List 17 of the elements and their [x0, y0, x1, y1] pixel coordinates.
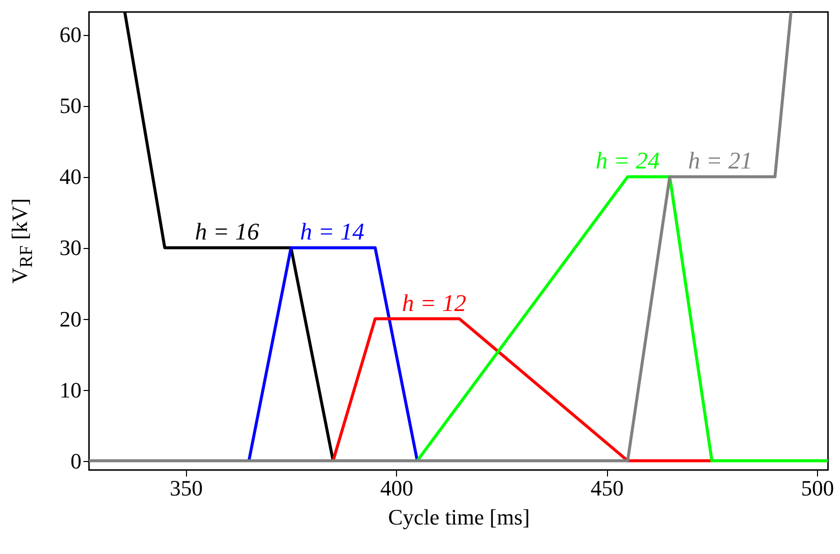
annotation: h = 21	[688, 148, 752, 175]
y-tick-label: 40	[60, 164, 82, 190]
x-axis-title: Cycle time [ms]	[388, 504, 530, 530]
annotation: h = 12	[402, 290, 466, 317]
annotation: h = 16	[194, 220, 260, 246]
x-tick-label: 350	[170, 476, 203, 500]
x-tick-label: 500	[801, 476, 834, 500]
y-tick-label: 50	[60, 93, 82, 118]
y-tick-label: 10	[60, 377, 82, 402]
y-tick-label: 60	[60, 22, 82, 48]
y-tick-label: 0	[70, 448, 82, 474]
x-tick-label: 450	[590, 476, 624, 500]
annotation: h = 24	[596, 148, 660, 175]
annotation: h = 14	[300, 220, 364, 246]
y-tick-label: 30	[60, 235, 82, 260]
x-tick-label: 400	[380, 476, 414, 500]
y-tick-label: 20	[60, 306, 82, 332]
